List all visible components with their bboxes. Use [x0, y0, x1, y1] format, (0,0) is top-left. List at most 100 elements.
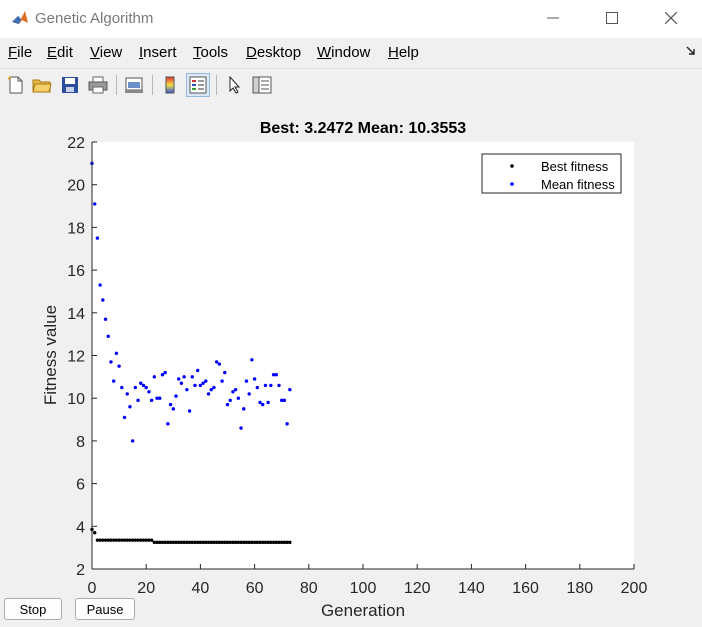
- link-plot-button[interactable]: [122, 73, 146, 97]
- property-editor-icon: [252, 76, 272, 94]
- menu-edit[interactable]: Edit: [47, 44, 73, 61]
- menu-window[interactable]: Window: [317, 44, 371, 61]
- best-fitness-point: [111, 538, 116, 542]
- best-fitness-point: [177, 540, 181, 545]
- legend-label-best: Best fitness: [541, 159, 609, 174]
- legend[interactable]: Best fitness Mean fitness: [481, 153, 622, 194]
- menu-view[interactable]: View: [90, 44, 123, 61]
- legend-button[interactable]: [186, 73, 210, 97]
- menu-insert[interactable]: Insert: [139, 44, 177, 61]
- best-fitness-point: [233, 540, 238, 545]
- mean-fitness-point: [106, 334, 110, 338]
- x-tick-label: 20: [137, 580, 155, 597]
- menu-file[interactable]: File: [8, 44, 33, 61]
- close-button[interactable]: [642, 0, 700, 36]
- pointer-button[interactable]: [223, 73, 247, 97]
- legend-marker-best: [510, 164, 514, 168]
- y-tick-label: 10: [67, 391, 85, 408]
- open-button[interactable]: [30, 73, 54, 97]
- mean-fitness-point: [144, 385, 148, 390]
- best-fitness-point: [195, 540, 200, 545]
- print-button[interactable]: [86, 73, 110, 97]
- best-fitness-point: [239, 540, 243, 545]
- best-fitness-point: [122, 538, 127, 542]
- mean-fitness-point: [201, 381, 205, 385]
- best-fitness-point: [149, 538, 154, 542]
- mean-fitness-point: [271, 373, 276, 377]
- y-axis-label: Fitness value: [41, 305, 60, 405]
- y-tick-label: 16: [67, 263, 85, 280]
- mean-fitness-point: [198, 383, 203, 388]
- minimize-button[interactable]: [524, 0, 582, 36]
- best-fitness-point: [242, 540, 246, 545]
- best-fitness-point: [160, 540, 165, 545]
- x-tick-label: 0: [88, 580, 97, 597]
- print-icon: [88, 76, 108, 94]
- best-fitness-point: [258, 540, 262, 545]
- best-fitness-point: [263, 540, 268, 545]
- mean-fitness-point: [274, 373, 278, 377]
- best-fitness-point: [285, 540, 289, 545]
- best-fitness-point: [120, 538, 124, 542]
- mean-fitness-point: [114, 351, 119, 356]
- new-figure-button[interactable]: [4, 73, 28, 97]
- y-tick-label: 12: [67, 349, 85, 366]
- minimize-icon: [547, 17, 559, 19]
- mean-fitness-point: [247, 392, 251, 396]
- x-tick-label: 160: [512, 580, 539, 597]
- menu-desktop[interactable]: Desktop: [246, 44, 302, 61]
- save-button[interactable]: [58, 73, 82, 97]
- y-tick-label: 4: [76, 519, 85, 536]
- mean-fitness-point: [280, 398, 284, 403]
- legend-icon: [189, 76, 207, 94]
- y-tick-label: 14: [67, 306, 85, 323]
- best-fitness-point: [93, 531, 97, 535]
- mean-fitness-point: [168, 402, 173, 407]
- link-plot-icon: [125, 77, 143, 93]
- mean-fitness-point: [93, 202, 97, 206]
- y-tick-label: 20: [67, 178, 85, 195]
- menu-help[interactable]: Help: [388, 44, 419, 61]
- toolbar-separator: [152, 75, 153, 95]
- mean-fitness-point: [231, 390, 235, 394]
- open-folder-icon: [32, 79, 52, 93]
- legend-box: [481, 153, 622, 194]
- x-axis-label: Generation: [321, 601, 405, 620]
- mean-fitness-point: [122, 415, 127, 420]
- best-fitness-point: [141, 538, 146, 542]
- x-tick-label: 80: [300, 580, 318, 597]
- y-tick-label: 22: [67, 135, 85, 152]
- best-fitness-point: [144, 538, 148, 542]
- new-figure-icon: [7, 76, 23, 94]
- mean-fitness-point: [263, 383, 268, 388]
- mean-fitness-point: [233, 387, 238, 392]
- mean-fitness-point: [147, 390, 151, 394]
- best-fitness-point: [250, 540, 254, 545]
- mean-fitness-point: [195, 368, 200, 373]
- mean-fitness-point: [149, 398, 154, 403]
- mean-fitness-point: [152, 375, 157, 379]
- mean-fitness-point: [277, 383, 281, 388]
- save-icon: [62, 77, 78, 93]
- best-fitness-point: [255, 540, 260, 545]
- pause-button[interactable]: Pause: [75, 598, 135, 620]
- mean-fitness-point: [266, 400, 270, 405]
- mean-fitness-point: [103, 317, 108, 321]
- best-fitness-point: [225, 540, 230, 545]
- toolbar-separator: [116, 75, 117, 95]
- best-fitness-point: [114, 538, 119, 542]
- best-fitness-point: [271, 540, 276, 545]
- mean-fitness-point: [242, 407, 246, 411]
- property-editor-button[interactable]: [250, 73, 274, 97]
- menu-tools[interactable]: Tools: [193, 44, 229, 61]
- mean-fitness-point: [223, 370, 227, 375]
- stop-button[interactable]: Stop: [4, 598, 62, 620]
- x-tick-label: 60: [246, 580, 264, 597]
- dock-arrow-icon[interactable]: [686, 46, 696, 56]
- mean-fitness-point: [101, 298, 105, 302]
- mean-fitness-point: [239, 426, 243, 430]
- maximize-icon: [606, 12, 618, 24]
- maximize-button[interactable]: [583, 0, 641, 36]
- colorbar-button[interactable]: [158, 73, 182, 97]
- fitness-chart[interactable]: 0 20 40 60 80 100 120 140 160 180 200 2 4 6 8 10 12 14 16 1…: [0, 101, 702, 627]
